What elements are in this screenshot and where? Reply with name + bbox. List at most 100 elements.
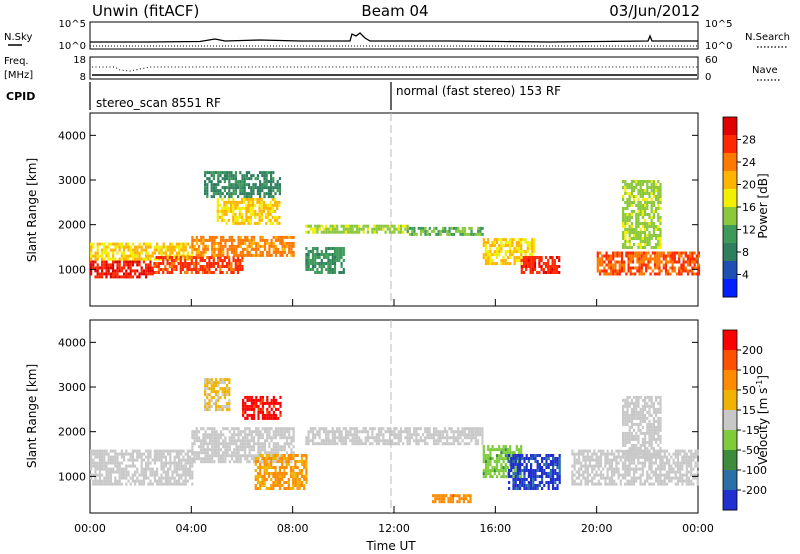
velocity-cell bbox=[615, 455, 618, 459]
velocity-cell bbox=[292, 436, 295, 440]
velocity-cell bbox=[265, 487, 268, 490]
velocity-cell bbox=[692, 476, 695, 480]
velocity-cell bbox=[285, 463, 288, 466]
power-cell bbox=[241, 174, 244, 178]
velocity-cell bbox=[178, 473, 181, 477]
power-cell bbox=[164, 268, 167, 271]
velocity-cell bbox=[298, 487, 301, 490]
power-cell bbox=[247, 200, 250, 204]
velocity-cell bbox=[622, 431, 625, 435]
velocity-cell bbox=[215, 439, 218, 443]
power-cell bbox=[219, 253, 223, 257]
power-cell bbox=[647, 260, 650, 264]
velocity-cell bbox=[98, 452, 101, 456]
velocity-cell bbox=[259, 475, 262, 478]
velocity-cell bbox=[274, 472, 277, 475]
power-cell bbox=[217, 265, 220, 268]
power-cell bbox=[270, 171, 273, 175]
velocity-cell bbox=[246, 413, 249, 417]
velocity-cell bbox=[613, 458, 616, 462]
velocity-cell bbox=[311, 442, 315, 446]
power-cell bbox=[153, 271, 156, 274]
power-cell bbox=[200, 235, 203, 239]
velocity-cell bbox=[292, 439, 295, 443]
velocity-cell bbox=[465, 427, 469, 431]
power-cell bbox=[355, 230, 359, 234]
power-cell bbox=[160, 245, 163, 249]
velocity-cell bbox=[233, 433, 236, 437]
power-cell bbox=[145, 275, 148, 279]
power-cell bbox=[134, 269, 137, 273]
power-cell bbox=[626, 192, 629, 195]
velocity-cell bbox=[541, 469, 544, 472]
power-cell bbox=[232, 256, 235, 259]
velocity-cell bbox=[626, 464, 629, 468]
power-cell bbox=[624, 246, 627, 249]
power-cell bbox=[134, 248, 137, 252]
velocity-cell bbox=[250, 436, 253, 440]
power-cell bbox=[618, 272, 621, 276]
power-cell bbox=[180, 248, 183, 252]
velocity-cell bbox=[298, 460, 301, 463]
velocity-cell bbox=[465, 436, 469, 440]
velocity-cell bbox=[391, 439, 394, 443]
power-feature bbox=[520, 256, 561, 274]
velocity-cell bbox=[573, 467, 576, 471]
velocity-cell bbox=[235, 460, 238, 464]
power-cell bbox=[234, 206, 237, 210]
velocity-cell bbox=[272, 481, 275, 484]
velocity-cell bbox=[149, 455, 152, 459]
velocity-cell bbox=[103, 479, 106, 483]
velocity-cell bbox=[336, 436, 339, 440]
power-cell bbox=[221, 197, 224, 201]
velocity-cell bbox=[272, 398, 275, 402]
velocity-cell bbox=[495, 463, 499, 467]
power-cell bbox=[278, 221, 281, 225]
velocity-cell bbox=[208, 399, 211, 403]
power-cell bbox=[558, 256, 561, 259]
power-cell bbox=[204, 247, 207, 251]
power-cell bbox=[216, 212, 219, 216]
velocity-cell bbox=[134, 449, 137, 453]
power-cell bbox=[639, 246, 642, 249]
power-cell bbox=[123, 263, 126, 267]
power-cell bbox=[241, 238, 245, 242]
velocity-cell bbox=[162, 464, 165, 468]
power-cell bbox=[212, 174, 215, 178]
velocity-cell bbox=[248, 439, 251, 443]
power-cell bbox=[245, 212, 248, 216]
power-cell bbox=[639, 207, 642, 210]
velocity-cell bbox=[519, 472, 522, 475]
power-cell bbox=[520, 238, 523, 242]
velocity-cell bbox=[646, 428, 649, 432]
power-cell bbox=[659, 207, 662, 210]
power-cell bbox=[202, 235, 205, 239]
velocity-cell bbox=[652, 470, 655, 474]
power-cell bbox=[248, 253, 251, 257]
velocity-cell bbox=[593, 458, 596, 462]
power-cell bbox=[413, 229, 416, 233]
power-cell bbox=[283, 241, 286, 245]
velocity-cell bbox=[266, 430, 269, 434]
power-cell bbox=[520, 253, 523, 257]
velocity-cell bbox=[630, 401, 633, 405]
velocity-cell bbox=[316, 442, 319, 446]
velocity-cell bbox=[151, 473, 154, 477]
power-cell bbox=[316, 268, 319, 271]
velocity-cell bbox=[690, 452, 693, 456]
power-cell bbox=[254, 183, 257, 187]
velocity-cell bbox=[597, 464, 600, 468]
velocity-cell bbox=[217, 405, 220, 409]
power-cell bbox=[641, 216, 644, 219]
velocity-cell bbox=[648, 458, 651, 462]
power-cell bbox=[191, 250, 194, 254]
power-cell bbox=[547, 268, 550, 271]
power-cell bbox=[261, 235, 264, 239]
power-cell bbox=[197, 244, 201, 248]
power-cell bbox=[244, 238, 247, 242]
velocity-cell bbox=[123, 467, 126, 471]
velocity-cell bbox=[134, 482, 137, 486]
power-cell bbox=[223, 180, 226, 184]
velocity-cell bbox=[210, 399, 213, 403]
power-cell bbox=[142, 257, 145, 261]
